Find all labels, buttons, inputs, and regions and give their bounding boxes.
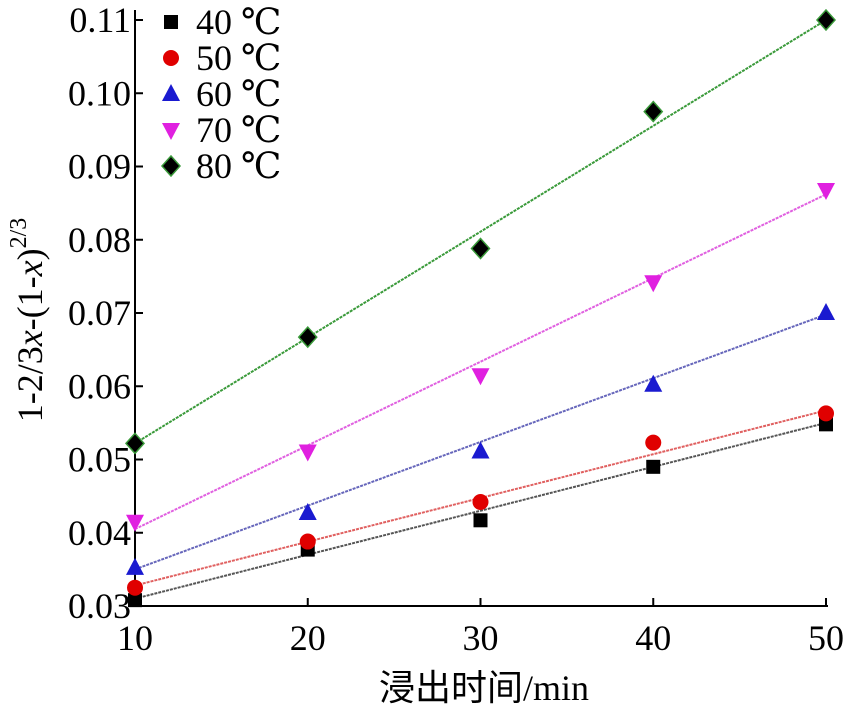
fit-line <box>134 421 827 600</box>
y-tick-label: 0.08 <box>68 220 131 260</box>
legend: 40 ℃50 ℃60 ℃70 ℃80 ℃ <box>160 2 281 186</box>
y-axis-title-x1: x <box>10 330 50 347</box>
data-point <box>126 514 144 532</box>
legend-label: 40 ℃ <box>196 2 281 42</box>
legend-marker <box>163 50 179 66</box>
y-tick-label: 0.07 <box>68 293 131 333</box>
data-point <box>127 579 143 596</box>
data-point <box>817 182 835 200</box>
legend-marker <box>164 15 178 29</box>
x-tick-label: 30 <box>463 618 499 658</box>
y-tick-label: 0.04 <box>68 513 131 553</box>
y-axis-title-main: 1-2/3 <box>10 346 50 422</box>
fit-line <box>134 19 827 445</box>
legend-label: 80 ℃ <box>196 146 281 186</box>
y-axis-title-mid: -(1- <box>10 276 50 330</box>
ticks: 10 20 30 40 50 0.03 0.04 0.05 0.06 0.07 0.08 0.09 0.… <box>68 0 844 658</box>
data-point <box>124 432 146 455</box>
data-point <box>126 557 144 575</box>
y-axis-title-x2: x <box>10 260 50 277</box>
legend-marker <box>162 84 180 101</box>
data-point <box>819 417 833 432</box>
data-point <box>643 100 664 123</box>
data-point <box>815 8 837 32</box>
legend-marker <box>160 154 182 178</box>
y-axis-title-close: ) <box>10 248 50 260</box>
x-axis-title: 浸出时间/min <box>379 668 589 708</box>
data-point <box>472 493 489 510</box>
data-point <box>471 368 490 386</box>
y-tick-label: 0.05 <box>68 440 131 480</box>
x-tick-label: 50 <box>808 618 844 658</box>
legend-marker <box>162 123 180 140</box>
data-point <box>644 275 663 293</box>
x-tick-label: 40 <box>635 618 671 658</box>
data-point <box>818 405 834 422</box>
x-tick-label: 10 <box>117 618 153 658</box>
data-point <box>297 326 318 349</box>
data-point <box>299 533 316 550</box>
data-point <box>471 441 490 459</box>
y-tick-label: 0.10 <box>68 73 131 113</box>
legend-label: 70 ℃ <box>196 110 281 150</box>
y-axis-title: 1-2/3x-(1-x)2/3 <box>6 218 50 423</box>
data-point <box>645 434 662 451</box>
legend-label: 60 ℃ <box>196 74 281 114</box>
data-point <box>646 459 661 474</box>
x-tick-label: 20 <box>290 618 326 658</box>
y-tick-label: 0.11 <box>69 0 131 40</box>
data-point <box>470 237 491 260</box>
y-tick-label: 0.06 <box>68 366 131 406</box>
y-tick-label: 0.09 <box>68 147 131 187</box>
y-tick-label: 0.03 <box>68 586 131 626</box>
y-axis-title-sup: 2/3 <box>6 218 32 249</box>
data-point <box>817 303 835 320</box>
data-points <box>124 8 837 608</box>
data-point <box>128 593 142 608</box>
data-point <box>644 374 663 392</box>
data-point <box>298 444 317 462</box>
legend-label: 50 ℃ <box>196 38 281 78</box>
data-point <box>298 502 317 520</box>
data-point <box>473 513 488 528</box>
